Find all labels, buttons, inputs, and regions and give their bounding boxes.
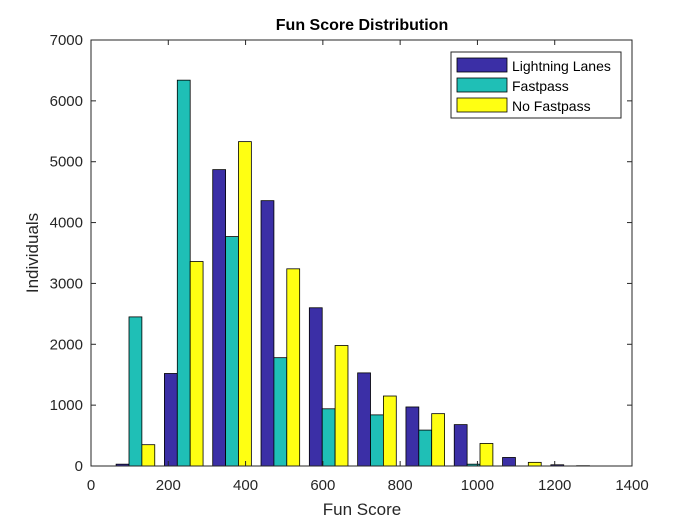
bar-no-fastpass-3 [286, 268, 301, 467]
x-axis-label: Fun Score [323, 500, 401, 519]
bar-fastpass-2 [225, 236, 239, 467]
bar-lightning-lanes-3 [260, 200, 275, 467]
bar-fastpass-6 [418, 429, 433, 467]
legend-swatch-fastpass [456, 77, 508, 93]
y-tick-label: 6000 [50, 93, 83, 110]
legend-swatch-lightning-lanes [456, 57, 508, 73]
bar-no-fastpass-1 [189, 261, 204, 467]
x-tick-label: 800 [388, 477, 413, 494]
bar-no-fastpass-8 [527, 461, 542, 467]
y-tick-label: 5000 [50, 154, 83, 171]
bars-group [115, 79, 590, 467]
bar-no-fastpass-6 [431, 413, 445, 467]
bar-lightning-lanes-1 [164, 373, 178, 467]
legend-label-fastpass: Fastpass [512, 78, 569, 94]
y-axis-label: Individuals [23, 213, 42, 293]
y-tick-label: 7000 [50, 32, 83, 49]
axis-ticks: 0 200 400 600 800 1000 1200 1400 0 1000 2000 3000 40… [50, 32, 649, 494]
bar-fastpass-3 [273, 357, 288, 467]
bar-no-fastpass-7 [479, 443, 494, 467]
bar-fastpass-0 [128, 316, 143, 467]
y-tick-label: 0 [75, 458, 83, 475]
legend-label-lightning-lanes: Lightning Lanes [512, 58, 611, 74]
bar-no-fastpass-4 [334, 345, 349, 467]
bar-lightning-lanes-4 [308, 307, 323, 467]
bar-no-fastpass-2 [238, 141, 252, 467]
legend-swatch-no-fastpass [456, 97, 508, 113]
y-tick-label: 2000 [50, 336, 83, 353]
bar-lightning-lanes-7 [453, 424, 468, 467]
x-tick-label: 1400 [615, 477, 648, 494]
x-tick-label: 200 [156, 477, 181, 494]
bar-lightning-lanes-6 [405, 406, 420, 467]
x-tick-label: 600 [310, 477, 335, 494]
bar-lightning-lanes-2 [212, 169, 227, 467]
bar-no-fastpass-5 [382, 395, 397, 467]
bar-fastpass-4 [321, 408, 336, 467]
y-tick-label: 1000 [50, 397, 83, 414]
x-tick-label: 1000 [461, 477, 494, 494]
bar-lightning-lanes-5 [357, 372, 371, 467]
legend: Lightning Lanes Fastpass No Fastpass [450, 51, 622, 119]
bar-fastpass-5 [370, 414, 384, 467]
bar-fastpass-1 [176, 79, 191, 467]
bar-no-fastpass-0 [141, 444, 156, 467]
y-tick-label: 3000 [50, 275, 83, 292]
plot-area-frame [90, 39, 633, 467]
x-tick-label: 0 [87, 477, 95, 494]
chart-title: Fun Score Distribution [276, 17, 448, 34]
bar-lightning-lanes-8 [502, 457, 516, 467]
x-tick-label: 400 [233, 477, 258, 494]
x-tick-label: 1200 [538, 477, 571, 494]
legend-label-no-fastpass: No Fastpass [512, 98, 591, 114]
y-tick-label: 4000 [50, 215, 83, 232]
